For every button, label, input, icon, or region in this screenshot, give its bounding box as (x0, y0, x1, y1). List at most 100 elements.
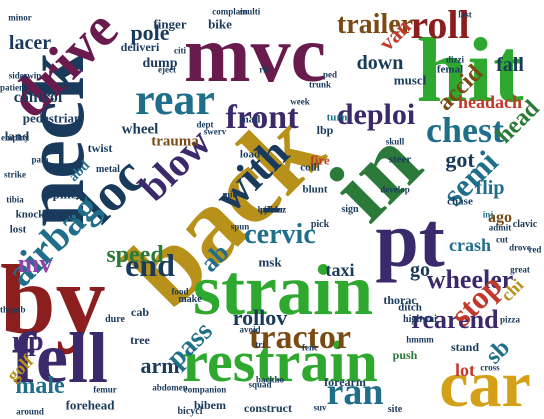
word-clavic: clavic (512, 219, 538, 230)
word-muscl: muscl (393, 72, 427, 88)
word-avoid: avoid (239, 324, 261, 335)
word-blunt: blunt (302, 183, 328, 196)
word-up: up (12, 326, 44, 357)
word-steer: steer (388, 153, 412, 166)
word-push: push (392, 348, 418, 362)
word-restrain: restrain (182, 329, 378, 394)
word-admit: admit (488, 222, 512, 233)
word-dept: dept (196, 119, 214, 130)
word-highwai: highwai (403, 314, 437, 325)
word-down: down (356, 52, 404, 74)
word-ago: ago (488, 209, 512, 226)
word-patient: patient (0, 82, 27, 93)
word-wheel: wheel (121, 121, 159, 138)
word-inj: inj (482, 209, 494, 220)
word-land: land (4, 128, 30, 144)
word-rear: rear (135, 75, 215, 124)
word-trunk: trunk (308, 79, 332, 90)
word-employ: employ (1, 132, 29, 143)
word-forehead: forehead (65, 397, 115, 413)
word-arm: arm (140, 353, 180, 378)
word-thorac: thorac (383, 293, 417, 307)
word-abdomen: abdomen (152, 382, 188, 393)
word-front: front (225, 99, 299, 136)
word-power: power (260, 204, 284, 215)
word-roll: roll (410, 2, 470, 47)
word-citi: citi (174, 45, 186, 56)
word-suv: suv (313, 402, 327, 413)
word-fell: fell (12, 318, 108, 398)
word-rollov: rollov (232, 305, 288, 330)
word-control: control (13, 89, 63, 106)
word-mvc: mvc (183, 11, 327, 99)
word-rearend: rearend (411, 305, 499, 334)
word-msk: msk (258, 254, 282, 270)
word-develop: develop (380, 184, 410, 195)
word-make: make (178, 294, 202, 305)
word-trailer: trailer (336, 9, 414, 40)
word-mv: mv (17, 249, 53, 278)
word-tractor: tractor (249, 319, 351, 356)
word-deliveri: deliveri (120, 40, 160, 54)
word-flip: flip (475, 177, 505, 199)
word-tibia: tibia (6, 194, 24, 205)
word-cab: cab (131, 305, 149, 319)
word-week: week (290, 96, 310, 107)
word-knock: knock (15, 208, 45, 221)
word-end: end (125, 247, 175, 283)
word-drove: drove (509, 242, 531, 253)
word-backho: backho (255, 374, 285, 385)
word-spun: spun (230, 221, 250, 232)
word-lbp: lbp (316, 123, 334, 137)
word-thumb: thumb (0, 304, 26, 315)
word-great: great (510, 264, 530, 275)
word-dure: dure (105, 314, 125, 325)
word-chase: chase (447, 195, 473, 208)
word-ditch: ditch (398, 301, 422, 314)
word-load: load (239, 148, 261, 161)
word-last: last (458, 9, 472, 20)
word-deploi: deploi (336, 98, 416, 131)
word-tree: tree (130, 333, 150, 347)
word-site: site (387, 404, 403, 415)
word-femur: femur (93, 384, 117, 395)
word-metal: metal (96, 164, 120, 175)
word-dizzi: dizzi (446, 54, 464, 65)
word-taxi: taxi (325, 260, 355, 280)
word-mail: mail (239, 113, 261, 126)
word-companion: companion (183, 384, 227, 395)
word-pole: pole (130, 20, 170, 45)
word-strike: strike (4, 169, 26, 180)
word-femal: femal (436, 63, 464, 76)
word-pizza: pizza (500, 314, 520, 325)
word-dump: dump (142, 56, 178, 71)
word-jerk: jerk (264, 204, 280, 215)
word-pick: pick (310, 219, 330, 230)
word-construct: construct (244, 401, 292, 415)
word-tri: tri (255, 339, 265, 350)
word-crash: crash (449, 235, 491, 255)
word-sideswip: sideswip (8, 70, 42, 81)
word-colli: colli (300, 161, 320, 174)
word-trauma: trauma (151, 133, 199, 150)
word-pain: pain (31, 154, 49, 165)
word-stand: stand (450, 340, 480, 354)
word-lacer: lacer (8, 32, 52, 54)
word-lot: lot (455, 360, 475, 380)
word-ran: ran (326, 371, 384, 413)
word-by: by (0, 244, 106, 355)
word-skull: skull (385, 136, 405, 147)
word-car: car (439, 348, 531, 419)
word-twist: twist (87, 141, 113, 155)
word-fx: fx (268, 204, 276, 215)
word-wheeler: wheeler (426, 265, 514, 294)
word-pedestrian: pedestrian (22, 110, 82, 126)
word-got: got (445, 147, 475, 172)
word-male: male (15, 373, 65, 399)
word-squad: squad (248, 379, 272, 390)
word-bibem: bibem (193, 398, 227, 412)
word-hit: hit (416, 19, 524, 121)
word-fall: fall (496, 54, 524, 76)
word-speed: speed (106, 242, 164, 268)
word-around: around (16, 406, 44, 417)
